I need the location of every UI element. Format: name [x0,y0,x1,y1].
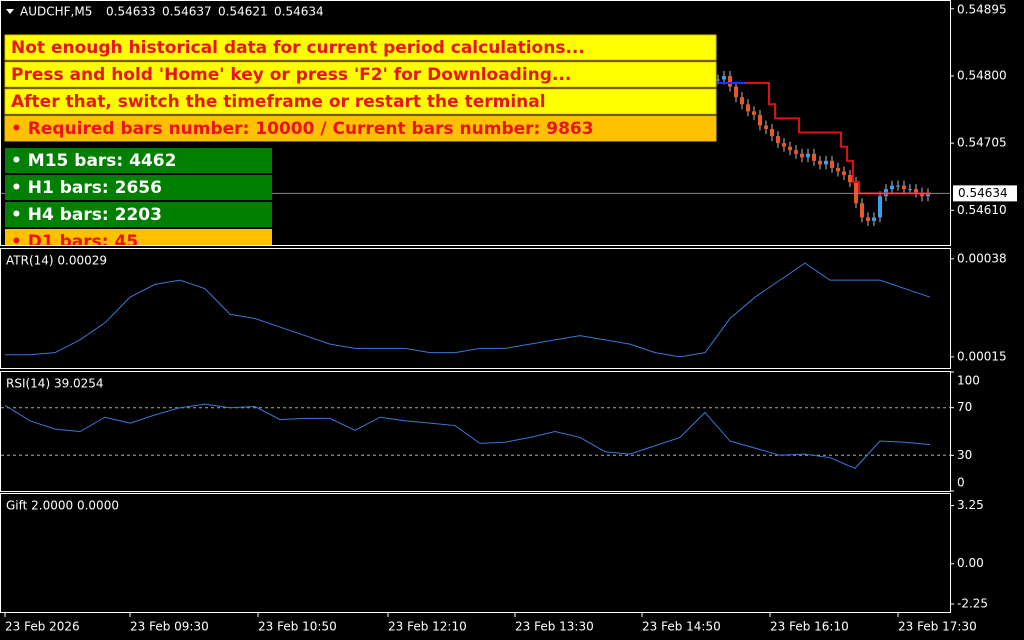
ohlc-value: 0.54633 [106,5,156,19]
message-text: Press and hold 'Home' key or press 'F2' … [11,65,571,85]
candle-body [812,153,816,161]
time-label: 23 Feb 16:10 [770,620,849,634]
candle-body [734,86,738,98]
candle-body [830,160,834,168]
candle-body [914,189,918,193]
y-tick-label: 3.25 [957,498,984,512]
bars-text: • H1 bars: 2656 [11,178,162,198]
time-label: 23 Feb 09:30 [130,620,209,634]
candle-body [920,192,924,197]
y-tick-label: 0.00 [957,556,984,570]
message-box [4,34,717,61]
ohlc-value: 0.54634 [274,5,324,19]
bars-list: • M15 bars: 4462 • H1 bars: 2656 • H4 bars… [5,148,272,252]
indicator-line [4,403,931,469]
indicator-title: RSI(14) 39.0254 [6,377,104,391]
candle-body [764,125,768,130]
candle-body [800,153,804,158]
y-tick-label: 0.54895 [957,3,1007,17]
ohlc-value: 0.54621 [218,5,268,19]
last-price-box [953,185,1017,202]
time-label: 23 Feb 12:10 [388,620,467,634]
y-tick-label: 0.00015 [957,349,1007,363]
gift-panel [0,493,951,613]
time-label: 23 Feb 13:30 [515,620,594,634]
candle-body [782,143,786,147]
message-box [4,61,717,88]
y-tick-label: -2.25 [957,596,988,610]
candle-body [926,193,930,197]
candle-body [836,167,840,172]
message-box [4,115,717,142]
y-tick-label: 0.54800 [957,68,1007,82]
y-tick-label: 0.00038 [957,251,1007,265]
candle-body [848,174,852,183]
main-panel [0,0,951,246]
candle-body [806,153,810,158]
candle-body [770,129,774,137]
time-label: 23 Feb 2026 [5,620,80,634]
candle-body [878,196,882,218]
candle-body [896,185,900,187]
candle-body [824,160,828,165]
bars-text: • D1 bars: 45 [11,232,138,252]
candle-body [776,136,780,144]
y-tick-label: 0.54705 [957,136,1007,150]
last-price-label: 0.54634 [958,186,1008,200]
message-box [4,88,717,115]
candle-body [746,104,750,112]
plot-area [5,262,931,358]
time-label: 23 Feb 10:50 [258,620,337,634]
candle-body [716,79,720,81]
candle-body [788,146,792,151]
candle-body [818,160,822,165]
plot-area [1,403,950,469]
candle-body [842,171,846,175]
candle-body [902,185,906,190]
bars-box [5,202,272,227]
candle-body [872,217,876,221]
candle-body [752,111,756,115]
symbol: AUDCHF,M5 [20,5,92,19]
y-tick-label: 100 [957,374,980,388]
bars-box [5,175,272,200]
bars-text: • M15 bars: 4462 [11,151,176,171]
candle-body [890,185,894,190]
candle-body [740,97,744,105]
message-text: • Required bars number: 10000 / Current … [11,119,594,139]
candle-body [794,150,798,154]
candle-body [854,182,858,204]
y-tick-label: 0.54610 [957,203,1007,217]
indicator-line [5,262,931,358]
candle-body [866,217,870,221]
bars-box [5,148,272,173]
message-text: Not enough historical data for current p… [11,38,585,58]
y-tick-label: 0 [957,476,965,490]
bars-text: • H4 bars: 2203 [11,205,162,225]
bars-box [5,229,272,245]
candle-body [722,75,726,80]
candle-body [728,75,732,87]
rsi-panel [0,371,951,492]
y-tick-label: 30 [957,448,972,462]
candle-body [860,203,864,218]
candle-body [908,189,912,191]
menu-triangle[interactable] [6,9,14,14]
candle-body [758,114,762,126]
ohlc-value: 0.54637 [162,5,212,19]
message-text: After that, switch the timeframe or rest… [11,92,546,112]
indicator-title: Gift 2.0000 0.0000 [6,499,119,513]
time-label: 23 Feb 14:50 [642,620,721,634]
atr-panel [0,248,951,369]
time-label: 23 Feb 17:30 [898,620,977,634]
y-tick-label: 70 [957,400,972,414]
indicator-title: ATR(14) 0.00029 [6,254,107,268]
